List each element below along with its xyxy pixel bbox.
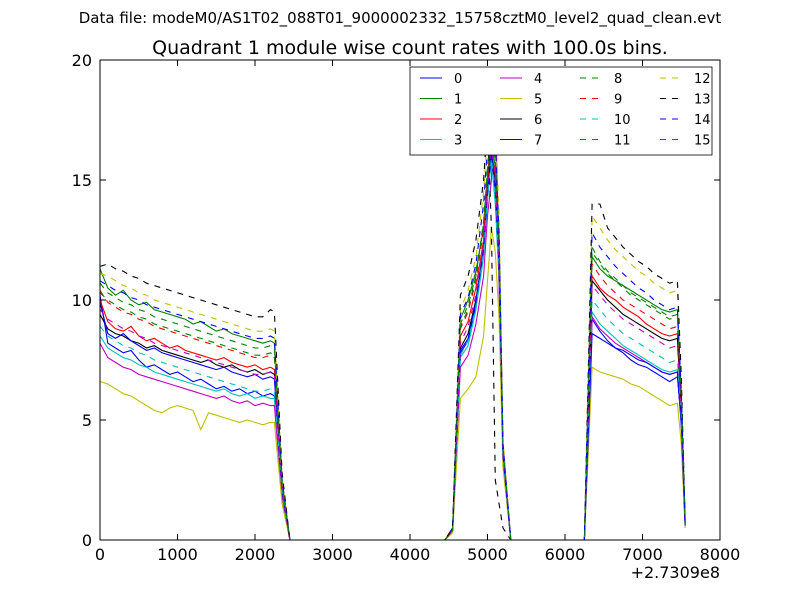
legend-label-1: 1 xyxy=(454,93,462,108)
series-line-8 xyxy=(99,131,686,541)
legend-label-14: 14 xyxy=(694,113,711,128)
x-tick-label: 7000 xyxy=(622,545,663,564)
x-tick-label: 0 xyxy=(95,545,105,564)
x-tick-label: 6000 xyxy=(545,545,586,564)
series-line-10 xyxy=(99,158,686,541)
legend-label-9: 9 xyxy=(614,93,622,108)
legend-label-13: 13 xyxy=(694,93,711,108)
legend-label-0: 0 xyxy=(454,72,462,87)
chart-title: Quadrant 1 module wise count rates with … xyxy=(152,37,668,59)
series-line-6 xyxy=(99,151,686,541)
legend-box xyxy=(409,66,713,156)
legend-label-3: 3 xyxy=(454,134,462,149)
series-line-9 xyxy=(99,141,686,541)
x-tick-label: 1000 xyxy=(157,545,198,564)
series-line-15 xyxy=(99,127,686,541)
series-line-0 xyxy=(99,155,686,541)
series-line-13 xyxy=(99,119,686,541)
x-tick-label: 4000 xyxy=(390,545,431,564)
series-line-7 xyxy=(99,153,686,541)
y-tick-label: 15 xyxy=(72,171,92,190)
legend-label-15: 15 xyxy=(694,134,711,149)
series-line-11 xyxy=(99,143,686,541)
series-line-12 xyxy=(99,88,686,541)
series-line-5 xyxy=(99,227,686,541)
y-tick-label: 0 xyxy=(82,531,92,550)
x-tick-label: 5000 xyxy=(467,545,508,564)
x-tick-label: 8000 xyxy=(700,545,741,564)
x-offset-label: +2.7309e8 xyxy=(631,563,720,582)
legend-label-7: 7 xyxy=(534,134,542,149)
y-tick-label: 10 xyxy=(72,291,92,310)
y-tick-label: 5 xyxy=(82,411,92,430)
series-line-2 xyxy=(99,146,686,541)
x-tick-label: 3000 xyxy=(312,545,353,564)
legend-label-10: 10 xyxy=(614,113,631,128)
legend-label-11: 11 xyxy=(614,134,631,149)
legend-label-12: 12 xyxy=(694,72,711,87)
y-tick-label: 20 xyxy=(72,51,92,70)
series-line-1 xyxy=(99,136,686,541)
figure-suptitle: Data file: modeM0/AS1T02_088T01_90000023… xyxy=(78,9,722,27)
legend-label-5: 5 xyxy=(534,93,542,108)
x-tick-label: 2000 xyxy=(235,545,276,564)
series-line-3 xyxy=(99,160,686,541)
legend-label-4: 4 xyxy=(534,72,542,87)
legend-label-8: 8 xyxy=(614,72,622,87)
legend-label-6: 6 xyxy=(534,113,542,128)
legend-label-2: 2 xyxy=(454,113,462,128)
axes-layer: 0 1000 2000 3000 4000 5000 6000 7000 80000510152… xyxy=(72,51,741,582)
